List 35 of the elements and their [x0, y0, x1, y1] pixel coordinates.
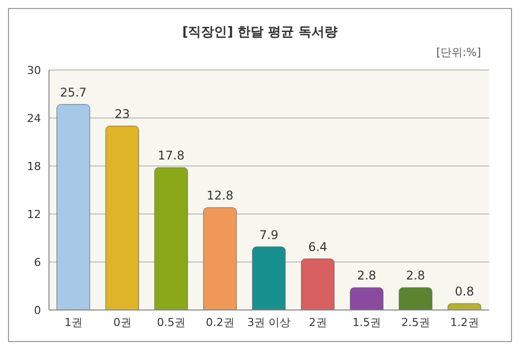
data-label: 23: [114, 107, 130, 121]
bar: [448, 303, 482, 310]
x-tick-label: 0.5권: [156, 316, 186, 329]
x-tick-label: 0권: [113, 316, 132, 329]
x-tick-label: 1.2권: [450, 316, 479, 329]
y-tick-label: 0: [34, 304, 41, 317]
y-tick-label: 6: [34, 256, 41, 269]
data-label: 2.8: [357, 268, 376, 283]
bar: [203, 207, 237, 310]
y-tick-label: 30: [27, 64, 41, 77]
x-tick-label: 1권: [64, 316, 82, 329]
data-label: 0.8: [454, 284, 474, 299]
bar: [105, 126, 139, 310]
y-tick-label: 12: [27, 208, 41, 221]
y-tick-label: 24: [27, 112, 41, 125]
x-tick-label: 1.5권: [352, 316, 382, 329]
data-label: 7.9: [259, 228, 278, 242]
x-tick-label: 2권: [308, 316, 327, 329]
x-tick-label: 0.2권: [206, 316, 234, 329]
x-tick-label: 3권 이상: [247, 316, 291, 329]
data-label: 6.4: [308, 240, 328, 254]
data-label: 17.8: [158, 148, 184, 163]
bar: [252, 246, 286, 310]
bar: [56, 104, 90, 310]
bar: [301, 258, 335, 310]
y-tick-label: 18: [27, 160, 41, 173]
chart-subtitle: [단위:%]: [435, 45, 481, 60]
x-tick-label: 2.5권: [401, 316, 430, 329]
bar: [398, 287, 432, 310]
data-label: 2.8: [406, 268, 426, 283]
data-label: 12.8: [206, 188, 234, 203]
bar: [154, 167, 188, 310]
chart-title: [직장인] 한달 평균 독서량: [181, 24, 339, 41]
bar: [350, 287, 384, 310]
data-label: 25.7: [60, 85, 87, 100]
